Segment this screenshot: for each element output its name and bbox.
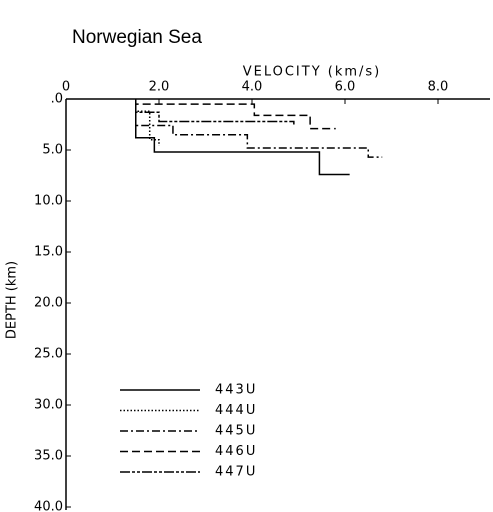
y-tick-label: 5.0 — [42, 143, 63, 158]
y-tick-label: 15.0 — [34, 245, 63, 260]
profile-line — [135, 99, 160, 146]
y-tick-label: 10.0 — [34, 194, 63, 209]
profile-line — [135, 99, 350, 176]
legend-label: 443U — [215, 383, 257, 398]
y-tick-label: 35.0 — [34, 449, 63, 464]
y-tick-label: 20.0 — [34, 296, 63, 311]
x-axis-label: VELOCITY (km/s) — [243, 65, 382, 80]
x-tick-label: 8.0 — [428, 80, 449, 95]
x-tick-label: 2.0 — [149, 80, 170, 95]
chart-title: Norwegian Sea — [72, 27, 202, 48]
profile-line — [135, 99, 336, 130]
legend-label: 444U — [215, 403, 257, 418]
legend-label: 445U — [215, 424, 257, 439]
x-tick-label: 4.0 — [242, 80, 263, 95]
y-tick-label: .0 — [51, 92, 63, 107]
legend-label: 447U — [215, 465, 257, 480]
x-tick-label: 0 — [62, 80, 70, 95]
legend-label: 446U — [215, 444, 257, 459]
y-tick-label: 30.0 — [34, 398, 63, 413]
profile-line — [135, 99, 295, 125]
x-tick-label: 6.0 — [335, 80, 356, 95]
y-tick-label: 25.0 — [34, 347, 63, 362]
y-tick-label: 40.0 — [34, 500, 63, 512]
profile-line — [135, 99, 383, 158]
y-axis-label: DEPTH (km) — [5, 261, 20, 339]
